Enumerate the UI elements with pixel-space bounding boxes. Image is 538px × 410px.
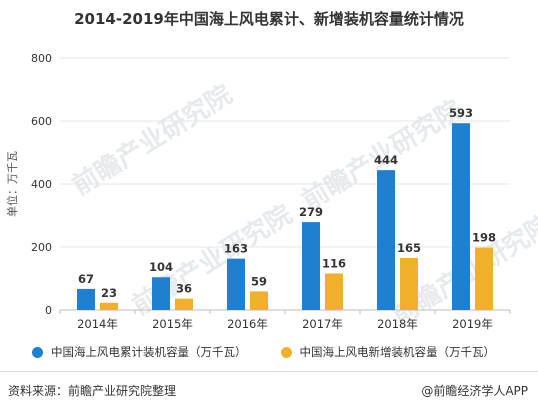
bar-new xyxy=(325,273,343,310)
data-source: 资料来源：前瞻产业研究院整理 xyxy=(8,384,177,398)
credit: @前瞻经济学人APP xyxy=(421,382,528,399)
bar-cumulative xyxy=(377,170,395,310)
legend-marker-new xyxy=(280,346,292,358)
bar-cumulative xyxy=(77,288,95,310)
bar-new xyxy=(100,302,118,310)
chart-title: 2014-2019年中国海上风电累计、新增装机容量统计情况 xyxy=(74,10,464,28)
x-tick-label: 2014年 xyxy=(77,317,118,331)
data-label: 36 xyxy=(176,282,192,296)
bar-cumulative xyxy=(152,277,170,310)
y-tick-label: 0 xyxy=(45,304,52,317)
bar-new xyxy=(400,258,418,310)
legend-item-new: 中国海上风电新增装机容量（万千瓦） xyxy=(280,344,496,360)
legend-item-cumulative: 中国海上风电累计装机容量（万千瓦） xyxy=(32,344,247,360)
legend-label-new: 中国海上风电新增装机容量（万千瓦） xyxy=(299,345,496,359)
bar-cumulative xyxy=(452,123,470,310)
data-label: 165 xyxy=(397,241,421,255)
x-tick-label: 2018年 xyxy=(377,317,418,331)
legend-label-cumulative: 中国海上风电累计装机容量（万千瓦） xyxy=(51,345,247,359)
y-axis-label: 单位：万千瓦 xyxy=(5,151,19,217)
y-tick-label: 200 xyxy=(31,241,52,254)
credit-text: @前瞻经济学人APP xyxy=(421,384,528,398)
bar-cumulative xyxy=(302,222,320,310)
footer-divider xyxy=(0,371,538,372)
y-tick-label: 400 xyxy=(31,178,52,191)
x-tick-label: 2016年 xyxy=(227,317,268,331)
data-label: 104 xyxy=(149,260,173,274)
bar-cumulative xyxy=(227,258,245,310)
data-label: 23 xyxy=(101,286,117,300)
y-tick-label: 800 xyxy=(31,52,52,65)
data-label: 279 xyxy=(299,205,323,219)
data-label: 163 xyxy=(224,242,248,256)
x-tick-label: 2015年 xyxy=(152,317,193,331)
bar-new xyxy=(250,291,268,310)
data-label: 444 xyxy=(374,153,398,167)
bar-new xyxy=(475,247,493,310)
data-label: 116 xyxy=(322,256,346,270)
data-label: 59 xyxy=(251,274,267,288)
data-label: 198 xyxy=(472,231,496,245)
data-label: 67 xyxy=(78,272,94,286)
legend: 中国海上风电累计装机容量（万千瓦） 中国海上风电新增装机容量（万千瓦） xyxy=(32,344,495,360)
x-tick-label: 2017年 xyxy=(302,317,343,331)
data-label: 593 xyxy=(449,106,473,120)
y-tick-label: 600 xyxy=(31,115,52,128)
legend-marker-cumulative xyxy=(32,346,43,358)
bar-new xyxy=(175,298,193,310)
x-tick-label: 2019年 xyxy=(452,317,493,331)
